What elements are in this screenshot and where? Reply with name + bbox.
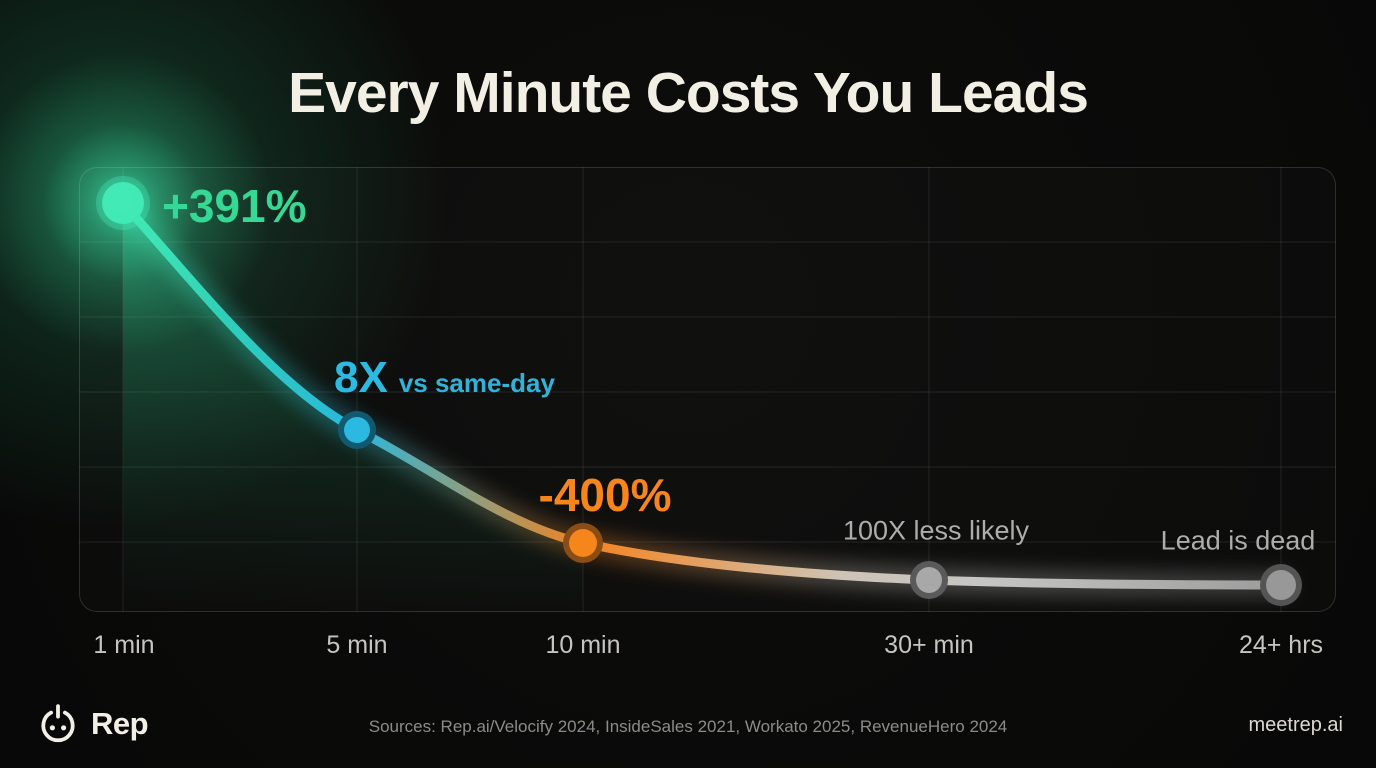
- x-axis-label-30min: 30+ min: [884, 631, 974, 659]
- page-title: Every Minute Costs You Leads: [288, 61, 1089, 125]
- x-axis-label-5min: 5 min: [326, 631, 388, 659]
- area-fill: [123, 203, 583, 611]
- annotation-10min: -400%: [538, 469, 672, 521]
- annotation-1min: +391%: [162, 180, 307, 232]
- point-dot-10min: [563, 523, 603, 563]
- x-axis-label-24hrs: 24+ hrs: [1238, 631, 1324, 659]
- annotation-30min: 100X less likely: [842, 515, 1030, 546]
- annotation-5min-detail: vs same-day: [398, 368, 555, 398]
- point-dot-5min: [338, 411, 376, 449]
- sources-text: Sources: Rep.ai/Velocify 2024, InsideSal…: [368, 717, 1008, 736]
- x-axis-label-1min: 1 min: [93, 631, 155, 659]
- chart-panel: [79, 167, 1336, 612]
- rep-logo: Rep: [35, 701, 149, 747]
- point-dot-24hrs: [1260, 564, 1302, 606]
- site-url-text: meetrep.ai: [1248, 714, 1344, 736]
- x-axis-label-10min: 10 min: [545, 631, 621, 659]
- annotation-24hrs: Lead is dead: [1160, 525, 1316, 556]
- annotation-5min: 8X vs same-day: [334, 353, 555, 403]
- rep-logo-text: Rep: [91, 706, 149, 741]
- annotation-5min-value: 8X: [334, 353, 388, 402]
- power-face-icon: [41, 704, 75, 743]
- point-dot-1min: [43, 123, 203, 283]
- point-dot-30min: [910, 561, 948, 599]
